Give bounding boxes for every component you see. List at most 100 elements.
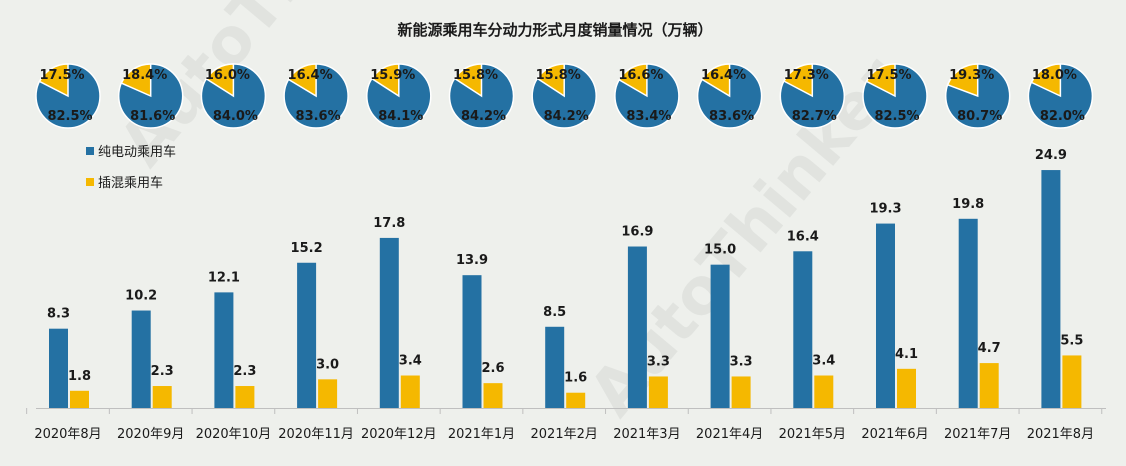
bar-label-ev: 10.2 <box>125 289 157 304</box>
x-tick-label: 2020年10月 <box>196 427 272 442</box>
bar-ev <box>1041 170 1061 408</box>
legend-label: 纯电动乘用车 <box>98 144 176 160</box>
pie-label-phev: 17.5% <box>39 68 84 83</box>
bar-label-phev: 3.4 <box>399 354 422 369</box>
pie-label-ev: 84.1% <box>378 109 423 124</box>
bar-phev <box>566 392 586 408</box>
pie-label-phev: 18.0% <box>1032 68 1077 83</box>
bar-ev <box>462 275 482 408</box>
bar-phev <box>648 376 668 408</box>
bar-phev <box>979 363 999 408</box>
bar-phev <box>152 386 172 408</box>
x-tick-label: 2021年2月 <box>531 427 598 442</box>
bar-ev <box>297 262 317 408</box>
bar-phev <box>731 376 751 408</box>
bar-label-ev: 15.0 <box>704 243 736 258</box>
pie-label-phev: 16.6% <box>618 68 663 83</box>
pie-chart: 16.6% 83.4% <box>614 63 680 129</box>
pie-row: 17.5% 82.5% 18.4% 81.6% 16.0% 84.0% 16.4% 83.6%… <box>35 63 1094 129</box>
x-tick-label: 2021年7月 <box>944 427 1011 442</box>
x-axis: 2020年8月 2020年9月 2020年10月 2020年11月 2020年12月 20… <box>26 408 1106 442</box>
x-tick-label: 2020年11月 <box>278 427 354 442</box>
bar-label-ev: 15.2 <box>291 241 323 256</box>
pie-label-ev: 83.6% <box>709 109 754 124</box>
legend-swatch <box>86 147 94 155</box>
bar-phev <box>483 383 503 408</box>
bar-phev <box>814 375 834 408</box>
bar-phev <box>318 379 338 408</box>
pie-label-ev: 82.5% <box>874 109 919 124</box>
bar-label-ev: 17.8 <box>373 216 405 231</box>
bar-label-ev: 24.9 <box>1035 148 1067 163</box>
legend-swatch <box>86 178 94 186</box>
pie-label-phev: 15.9% <box>370 68 415 83</box>
bar-label-phev: 1.6 <box>564 371 587 386</box>
pie-chart: 15.9% 84.1% <box>366 63 432 129</box>
bar-label-phev: 3.3 <box>647 354 670 369</box>
pie-slice-phev <box>453 63 483 98</box>
chart-title: 新能源乘用车分动力形式月度销量情况（万辆） <box>397 21 712 39</box>
pie-chart: 17.5% 82.5% <box>35 63 101 129</box>
pie-chart: 15.8% 84.2% <box>448 63 515 129</box>
bar-label-phev: 4.1 <box>895 347 918 362</box>
pie-label-phev: 19.3% <box>949 68 994 83</box>
bar-phev <box>1062 355 1082 408</box>
bar-label-phev: 2.6 <box>481 361 504 376</box>
bar-label-phev: 2.3 <box>233 364 256 379</box>
pie-slice-phev <box>536 63 565 98</box>
pie-slice-phev <box>370 63 400 98</box>
pie-label-ev: 80.7% <box>957 109 1002 124</box>
pie-slice-phev <box>38 63 69 98</box>
pie-slice-phev <box>618 63 648 98</box>
pie-chart: 15.8% 84.2% <box>531 63 597 129</box>
pie-label-phev: 16.4% <box>288 68 333 83</box>
bar-label-phev: 3.3 <box>730 354 753 369</box>
legend-label: 插混乘用车 <box>98 175 163 191</box>
bar-label-phev: 5.5 <box>1060 333 1083 348</box>
bar-ev <box>627 246 647 408</box>
x-tick-label: 2021年4月 <box>696 427 763 442</box>
bar-label-ev: 8.5 <box>543 305 566 320</box>
pie-label-phev: 16.0% <box>205 68 250 83</box>
pie-chart: 17.5% 82.5% <box>862 63 928 129</box>
pie-slice-phev <box>701 63 731 98</box>
bar-label-phev: 3.4 <box>812 354 835 369</box>
x-tick-label: 2021年6月 <box>861 427 928 442</box>
bar-label-phev: 1.8 <box>68 369 91 384</box>
pie-label-phev: 17.3% <box>784 68 829 83</box>
pie-label-ev: 83.4% <box>626 109 671 124</box>
bar-ev <box>793 251 813 408</box>
pie-chart: 16.4% 83.6% <box>696 63 763 129</box>
pie-chart: 18.4% 81.6% <box>117 63 184 129</box>
bar-ev <box>710 264 730 408</box>
pie-slice-phev <box>287 63 317 98</box>
pie-slice-phev <box>865 63 896 98</box>
bar-ev <box>379 237 399 408</box>
bar-phev <box>235 386 255 408</box>
x-tick-label: 2021年3月 <box>613 427 680 442</box>
x-tick-label: 2021年5月 <box>779 427 846 442</box>
pie-slice-phev <box>782 63 814 98</box>
bar-label-phev: 2.3 <box>151 364 174 379</box>
bar-ev <box>958 218 978 408</box>
pie-label-phev: 16.4% <box>701 68 746 83</box>
bar-label-ev: 19.8 <box>952 197 984 212</box>
pie-label-ev: 82.7% <box>792 109 837 124</box>
bar-ev <box>876 223 895 408</box>
bar-ev <box>131 310 151 408</box>
pie-slice-phev <box>946 63 979 98</box>
bar-phev <box>70 390 89 408</box>
pie-slice-phev <box>205 63 235 98</box>
x-tick-label: 2020年9月 <box>117 427 184 442</box>
pie-label-ev: 82.5% <box>47 109 92 124</box>
pie-label-phev: 18.4% <box>122 68 167 83</box>
pie-chart: 16.4% 83.6% <box>283 63 349 129</box>
bar-label-ev: 8.3 <box>47 307 70 322</box>
bar-ev <box>49 328 68 408</box>
x-tick-label: 2020年8月 <box>34 427 101 442</box>
x-tick-label: 2021年1月 <box>448 427 515 442</box>
bar-label-phev: 4.7 <box>978 341 1001 356</box>
pie-label-phev: 15.8% <box>453 68 498 83</box>
bar-label-ev: 16.9 <box>621 225 653 240</box>
